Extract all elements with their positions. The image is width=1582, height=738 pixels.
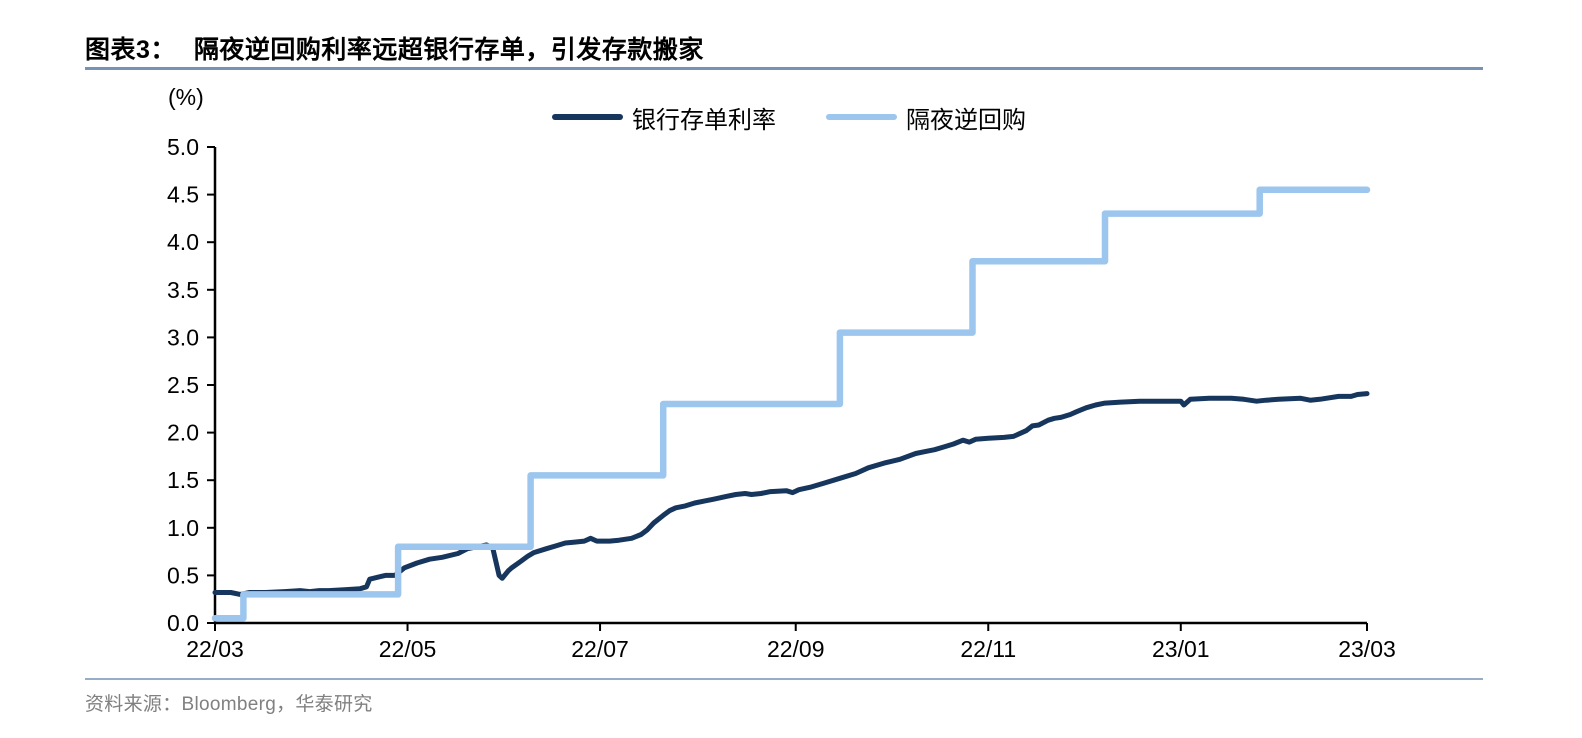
- x-tick-label: 22/05: [379, 636, 437, 662]
- legend-item-rrp-rate: 隔夜逆回购: [826, 100, 1026, 135]
- title-divider: [85, 67, 1483, 70]
- legend-label-rrp-rate: 隔夜逆回购: [906, 106, 1026, 134]
- rrp-rate-line-swatch-icon: [826, 114, 897, 120]
- y-tick-label: 5.0: [167, 134, 199, 160]
- y-tick-label: 4.5: [167, 182, 199, 208]
- x-tick-label: 22/11: [960, 636, 1016, 662]
- footer-divider: [85, 678, 1483, 680]
- legend-label-cd-rate: 银行存单利率: [632, 106, 776, 134]
- legend-item-cd-rate: 银行存单利率: [552, 100, 776, 135]
- y-tick-label: 3.5: [167, 277, 199, 303]
- rrp-rate-line: [211, 186, 1371, 622]
- y-tick-label: 1.0: [167, 515, 199, 541]
- x-tick-label: 22/07: [571, 636, 629, 662]
- cd-rate-line: [212, 391, 1370, 597]
- figure-title-row: 图表3： 隔夜逆回购利率远超银行存单，引发存款搬家: [85, 30, 1483, 66]
- y-tick-label: 0.0: [167, 610, 199, 636]
- y-tick-label: 3.0: [167, 324, 199, 350]
- x-tick-label: 22/03: [186, 636, 244, 662]
- cd-rate-line-swatch-icon: [552, 114, 623, 120]
- figure-number: 图表3：: [85, 36, 176, 64]
- x-tick-label: 23/03: [1338, 636, 1396, 662]
- y-tick-label: 2.0: [167, 420, 199, 446]
- y-axis-unit-label: (%): [168, 84, 204, 110]
- y-tick-label: 2.5: [167, 372, 199, 398]
- x-tick-label: 22/09: [767, 636, 825, 662]
- x-tick-label: 23/01: [1152, 636, 1210, 662]
- y-tick-label: 4.0: [167, 229, 199, 255]
- y-tick-label: 0.5: [167, 562, 199, 588]
- legend: 银行存单利率 隔夜逆回购: [552, 100, 1026, 135]
- figure-title: 隔夜逆回购利率远超银行存单，引发存款搬家: [193, 36, 704, 64]
- source-note: 资料来源：Bloomberg，华泰研究: [85, 694, 373, 715]
- y-tick-label: 1.5: [167, 467, 199, 493]
